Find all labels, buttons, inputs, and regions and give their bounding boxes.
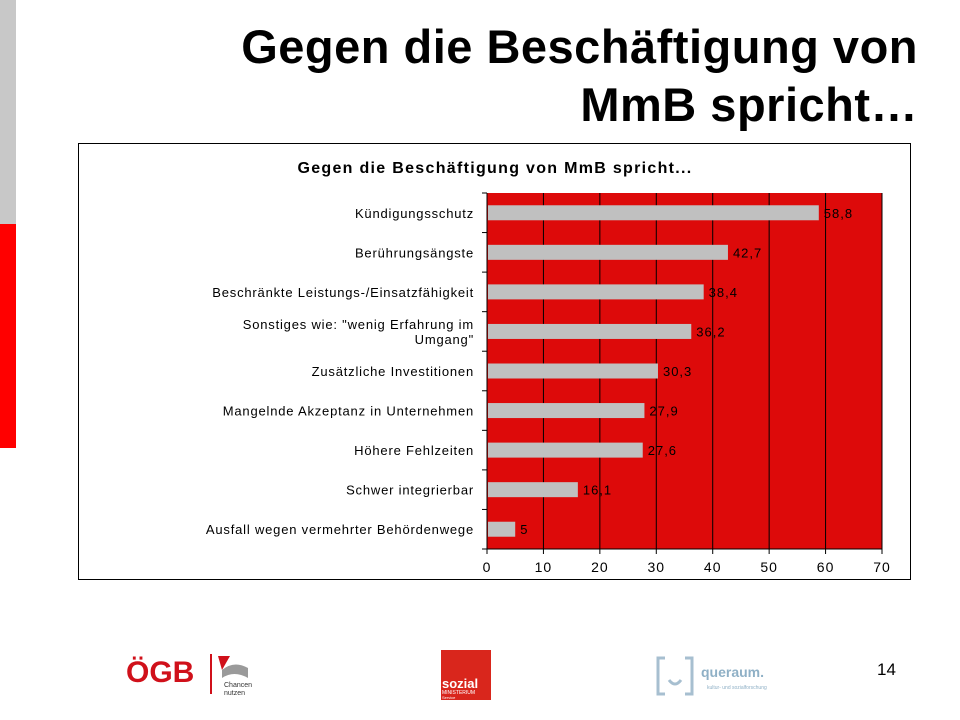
category-label: Berührungsängste: [355, 245, 474, 260]
queraum-logo-sub: kultur- und sozialforschung: [707, 685, 767, 691]
sozialministerium-logo: sozial MINISTERIUM Service: [441, 650, 491, 700]
category-label: Umgang": [415, 332, 474, 347]
data-label: 5: [520, 522, 528, 537]
bar: [488, 244, 728, 260]
queraum-logo-text: queraum.: [701, 664, 764, 680]
side-accent-red: [0, 224, 16, 448]
category-label: Schwer integrierbar: [346, 483, 474, 498]
bar: [488, 482, 578, 498]
bar: [488, 205, 819, 221]
bar: [488, 403, 645, 419]
bar: [488, 323, 692, 339]
side-accent-gray: [0, 0, 16, 224]
bar: [488, 442, 643, 458]
oegb-logo-text: ÖGB: [126, 656, 194, 689]
bar-chart: Gegen die Beschäftigung von MmB spricht.…: [206, 160, 891, 575]
data-label: 58,8: [824, 206, 853, 221]
data-label: 16,1: [583, 483, 612, 498]
data-label: 38,4: [709, 285, 738, 300]
data-label: 30,3: [663, 364, 692, 379]
bracket-right-icon: [685, 656, 694, 696]
category-label: Kündigungsschutz: [355, 206, 474, 221]
sozial-logo-sub-2: Service: [442, 695, 456, 700]
oegb-tagline-2: nutzen: [224, 690, 245, 697]
slide-title: Gegen die Beschäftigung von MmB spricht…: [241, 20, 918, 131]
oegb-logo: ÖGB Chancen nutzen: [126, 648, 258, 698]
axes: [482, 192, 883, 554]
data-label: 27,9: [649, 404, 678, 419]
x-tick-label: 60: [817, 559, 835, 575]
bar: [488, 284, 704, 300]
oegb-divider: [210, 654, 212, 694]
chart-frame: Gegen die Beschäftigung von MmB spricht.…: [78, 143, 911, 580]
queraum-logo: queraum. kultur- und sozialforschung: [655, 652, 795, 700]
bar: [488, 363, 658, 379]
tick-labels: 0 10 20 30 40 50 60 70: [483, 559, 891, 575]
bracket-left-icon: [656, 656, 665, 696]
sozial-logo-text: sozial: [442, 676, 478, 691]
data-label: 27,6: [648, 443, 677, 458]
bar: [488, 521, 516, 537]
category-label: Höhere Fehlzeiten: [354, 443, 474, 458]
oegb-mark-icon: [218, 656, 230, 670]
category-labels: Kündigungsschutz Berührungsängste Beschrän…: [206, 206, 474, 537]
x-tick-label: 10: [535, 559, 553, 575]
data-label: 42,7: [733, 245, 762, 260]
data-label: 36,2: [696, 324, 725, 339]
category-label: Beschränkte Leistungs-/Einsatzfähigkeit: [212, 285, 474, 300]
oegb-tagline-1: Chancen: [224, 682, 252, 689]
x-tick-label: 0: [483, 559, 492, 575]
category-label: Ausfall wegen vermehrter Behördenwege: [206, 522, 474, 537]
x-tick-label: 40: [704, 559, 722, 575]
x-tick-label: 30: [647, 559, 665, 575]
category-label: Sonstiges wie: "wenig Erfahrung im: [243, 317, 474, 332]
category-label: Mangelnde Akzeptanz in Unternehmen: [223, 404, 474, 419]
x-tick-label: 70: [873, 559, 891, 575]
sozial-logo-sub-1: MINISTERIUM: [442, 690, 475, 696]
x-tick-label: 20: [591, 559, 609, 575]
category-label: Zusätzliche Investitionen: [312, 364, 474, 379]
bars: 58,8 42,7 38,4 36,2 30,3 27,9 27,6 16,1 5: [488, 205, 853, 537]
chart-title: Gegen die Beschäftigung von MmB spricht.…: [297, 160, 692, 177]
page-number: 14: [877, 660, 896, 679]
x-tick-label: 50: [760, 559, 778, 575]
